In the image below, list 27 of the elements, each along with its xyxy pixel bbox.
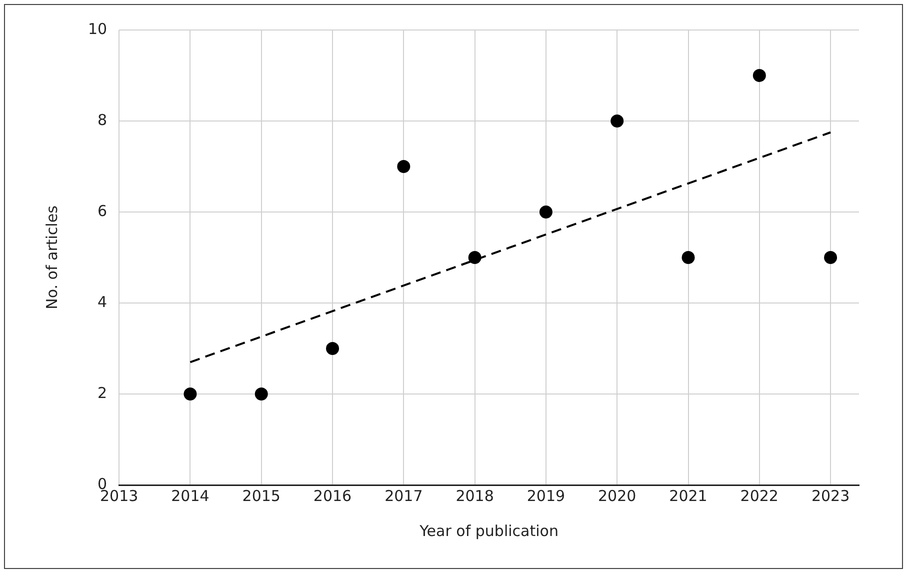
point xyxy=(397,160,410,173)
point xyxy=(326,342,340,355)
x-tick-label: 2016 xyxy=(313,486,352,505)
point xyxy=(184,388,197,400)
point xyxy=(610,114,624,128)
x-tick-label: 2015 xyxy=(242,486,280,505)
x-tick-label: 2022 xyxy=(740,486,778,505)
y-tick-label: 6 xyxy=(98,202,108,220)
x-tick-label: 2023 xyxy=(811,486,850,505)
y-tick-label: 8 xyxy=(98,110,108,129)
x-tick-label: 2017 xyxy=(384,486,423,505)
y-tick-label: 10 xyxy=(88,20,108,38)
x-axis-title: Year of publication xyxy=(418,522,558,540)
x-tick-label: 2020 xyxy=(598,486,636,505)
point xyxy=(254,388,268,400)
point xyxy=(539,206,552,218)
y-axis-title: No. of articles xyxy=(42,205,61,310)
point xyxy=(682,251,695,264)
x-tick-label: 2018 xyxy=(456,486,494,505)
point xyxy=(752,69,766,82)
y-tick-label: 4 xyxy=(98,292,108,311)
point xyxy=(824,251,838,264)
x-tick-label: 2019 xyxy=(526,486,566,505)
x-tick-label: 2021 xyxy=(669,486,708,505)
x-tick-label: 2014 xyxy=(171,486,210,505)
point xyxy=(468,251,482,264)
y-tick-label: 2 xyxy=(98,384,108,402)
